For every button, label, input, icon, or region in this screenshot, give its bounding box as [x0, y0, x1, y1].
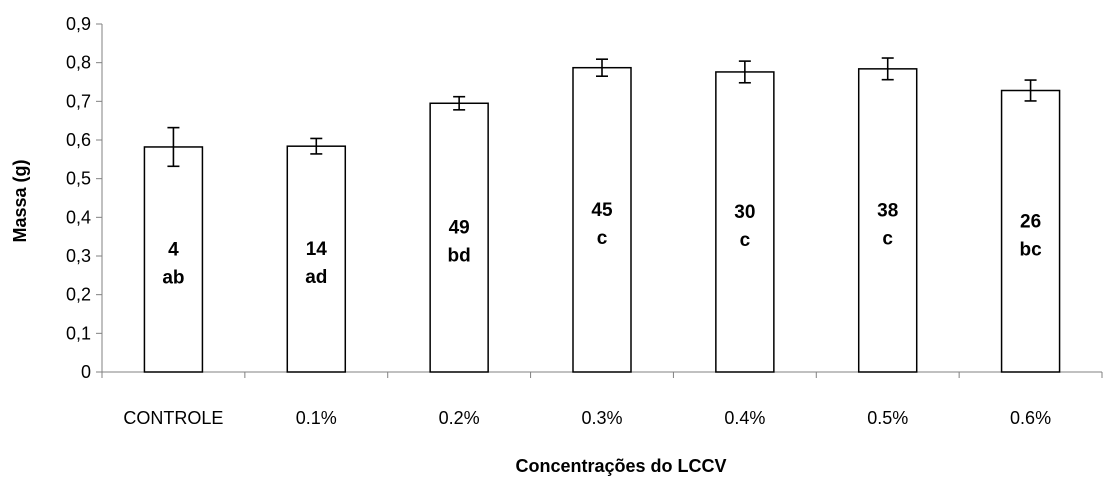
- bar: [429, 102, 489, 373]
- bar-group-letter: bd: [448, 246, 471, 267]
- y-tick-label: 0,7: [66, 91, 91, 111]
- bar-group-letter: c: [597, 228, 608, 249]
- error-bar: [453, 95, 466, 111]
- y-axis: 0 0,1 0,2 0,3 0,4 0,5 0,6 0,7 0,8 0,9: [66, 14, 103, 382]
- y-tick-label: 0: [81, 362, 91, 382]
- y-tick-label: 0,9: [66, 14, 91, 34]
- y-tick-label: 0,3: [66, 246, 91, 266]
- x-tick-label: 0.2%: [439, 408, 480, 428]
- bar-count-label: 4: [168, 239, 179, 260]
- x-tick-label: 0.4%: [724, 408, 765, 428]
- bar: [857, 68, 918, 373]
- y-axis-title: Massa (g): [10, 159, 30, 242]
- x-tick-label: 0.6%: [1010, 408, 1051, 428]
- bar-count-label: 14: [306, 239, 328, 260]
- error-bar: [881, 57, 894, 81]
- x-axis: CONTROLE 0.1% 0.2% 0.3% 0.4% 0.5% 0.6%: [101, 371, 1103, 428]
- y-tick-label: 0,4: [66, 207, 91, 227]
- y-tick-label: 0,6: [66, 130, 91, 150]
- bar-count-label: 30: [734, 202, 755, 223]
- x-tick-label: CONTROLE: [123, 408, 223, 428]
- x-axis-title: Concentrações do LCCV: [515, 456, 726, 476]
- bar-group-letter: ad: [305, 267, 327, 288]
- x-tick-label: 0.1%: [296, 408, 337, 428]
- bars: [143, 57, 1061, 373]
- error-bar: [1024, 79, 1037, 102]
- error-bar: [167, 126, 180, 168]
- bar-group-letter: c: [740, 230, 751, 251]
- error-bar: [738, 60, 751, 84]
- bar-count-label: 38: [877, 200, 898, 221]
- bar-group-letter: ab: [162, 267, 184, 288]
- bar-count-label: 49: [449, 218, 470, 239]
- x-tick-label: 0.5%: [867, 408, 908, 428]
- bar-annotations: 4 ab 14 ad 49 bd 45 c 30 c 38 c 26 bc: [162, 200, 1042, 289]
- x-tick-label: 0.3%: [581, 408, 622, 428]
- bar-group-letter: bc: [1019, 239, 1042, 260]
- y-tick-label: 0,5: [66, 169, 91, 189]
- bar-count-label: 26: [1020, 211, 1041, 232]
- y-tick-label: 0,1: [66, 323, 91, 343]
- y-tick-label: 0,8: [66, 53, 91, 73]
- y-tick-label: 0,2: [66, 285, 91, 305]
- error-bar: [596, 58, 608, 77]
- bar: [715, 71, 775, 373]
- bar: [143, 146, 204, 373]
- bar-count-label: 45: [591, 200, 613, 221]
- bar: [1000, 89, 1061, 373]
- error-bar: [310, 137, 323, 155]
- bar: [286, 145, 347, 373]
- bar-group-letter: c: [882, 228, 893, 249]
